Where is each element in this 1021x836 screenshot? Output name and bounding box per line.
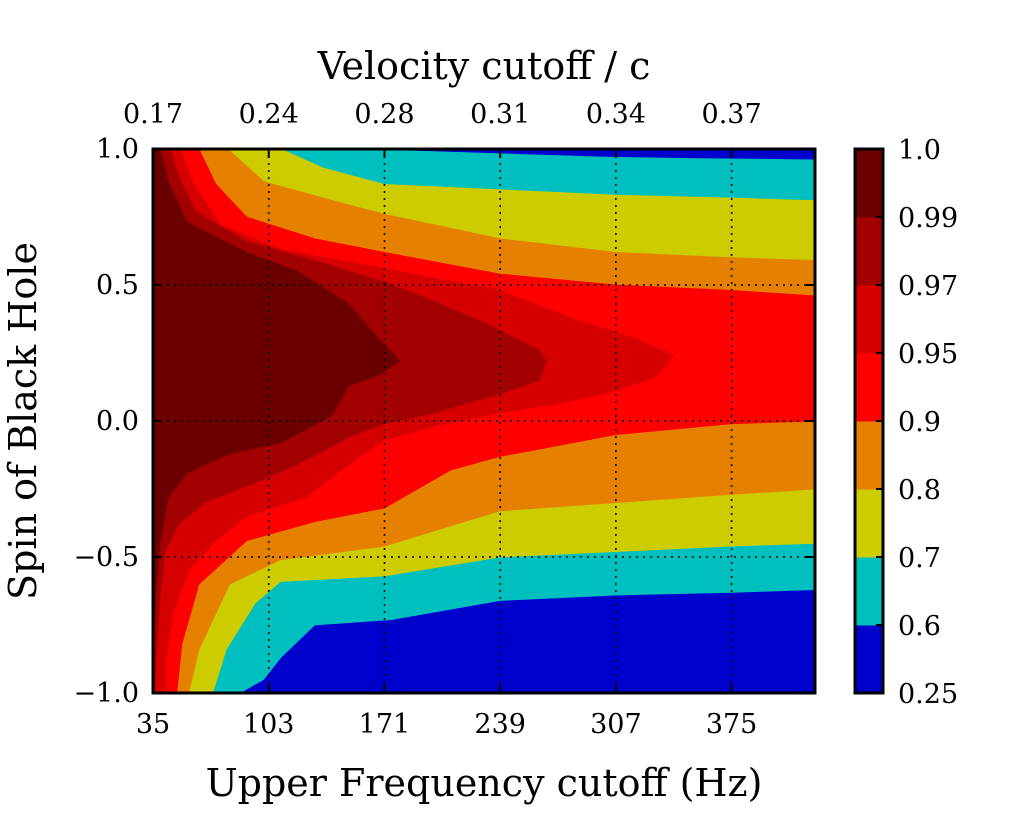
axis-ticks bbox=[152, 148, 815, 694]
x-tick-label: 307 bbox=[590, 709, 642, 740]
colorbar-segment bbox=[855, 353, 883, 422]
x-tick-label: 375 bbox=[706, 709, 758, 740]
colorbar-segment bbox=[855, 285, 883, 354]
x-axis-title: Upper Frequency cutoff (Hz) bbox=[206, 761, 763, 805]
colorbar-segment bbox=[855, 149, 883, 218]
top-tick-label: 0.28 bbox=[354, 99, 414, 130]
y-tick-label: −0.5 bbox=[73, 542, 139, 573]
colorbar-tick-label: 0.7 bbox=[898, 543, 941, 574]
x-tick-label: 171 bbox=[359, 709, 411, 740]
colorbar-segment bbox=[855, 625, 883, 694]
top-tick-labels: 0.17 0.24 0.28 0.31 0.34 0.37 bbox=[123, 99, 762, 130]
region-above-0.99 bbox=[153, 149, 401, 653]
grid-lines bbox=[153, 149, 815, 693]
x-tick-label: 239 bbox=[474, 709, 526, 740]
colorbar-tick-label: 0.6 bbox=[898, 611, 941, 642]
top-tick-label: 0.24 bbox=[239, 99, 299, 130]
x-tick-labels: 35 103 171 239 307 375 bbox=[136, 709, 758, 740]
top-tick-label: 0.31 bbox=[470, 99, 530, 130]
colorbar-tick-label: 0.9 bbox=[898, 407, 941, 438]
y-tick-label: −1.0 bbox=[73, 678, 139, 709]
x-tick-label: 35 bbox=[136, 709, 170, 740]
colorbar-tick-label: 0.25 bbox=[898, 679, 958, 710]
y-tick-label: 0.0 bbox=[96, 406, 139, 437]
y-tick-label: 0.5 bbox=[96, 270, 139, 301]
y-tick-label: 1.0 bbox=[96, 134, 139, 165]
x-tick-label: 103 bbox=[243, 709, 295, 740]
y-tick-labels: −1.0 −0.5 0.0 0.5 1.0 bbox=[73, 134, 139, 709]
y-axis-title: Spin of Black Hole bbox=[1, 242, 45, 600]
top-tick-label: 0.17 bbox=[123, 99, 183, 130]
colorbar-segment bbox=[855, 489, 883, 558]
top-tick-label: 0.34 bbox=[586, 99, 646, 130]
colorbar-tick-label: 0.8 bbox=[898, 475, 941, 506]
colorbar-tick-label: 0.99 bbox=[898, 203, 958, 234]
colorbar-tick-label: 0.95 bbox=[898, 339, 958, 370]
colorbar-segment bbox=[855, 557, 883, 626]
top-axis-title: Velocity cutoff / c bbox=[317, 44, 651, 88]
colorbar-segment bbox=[855, 217, 883, 286]
colorbar: 0.25 0.6 0.7 0.8 0.9 0.95 0.97 0.99 1.0 bbox=[853, 135, 958, 710]
top-tick-label: 0.37 bbox=[702, 99, 762, 130]
colorbar-segment bbox=[855, 421, 883, 490]
colorbar-tick-label: 1.0 bbox=[898, 135, 941, 166]
colorbar-tick-label: 0.97 bbox=[898, 271, 958, 302]
